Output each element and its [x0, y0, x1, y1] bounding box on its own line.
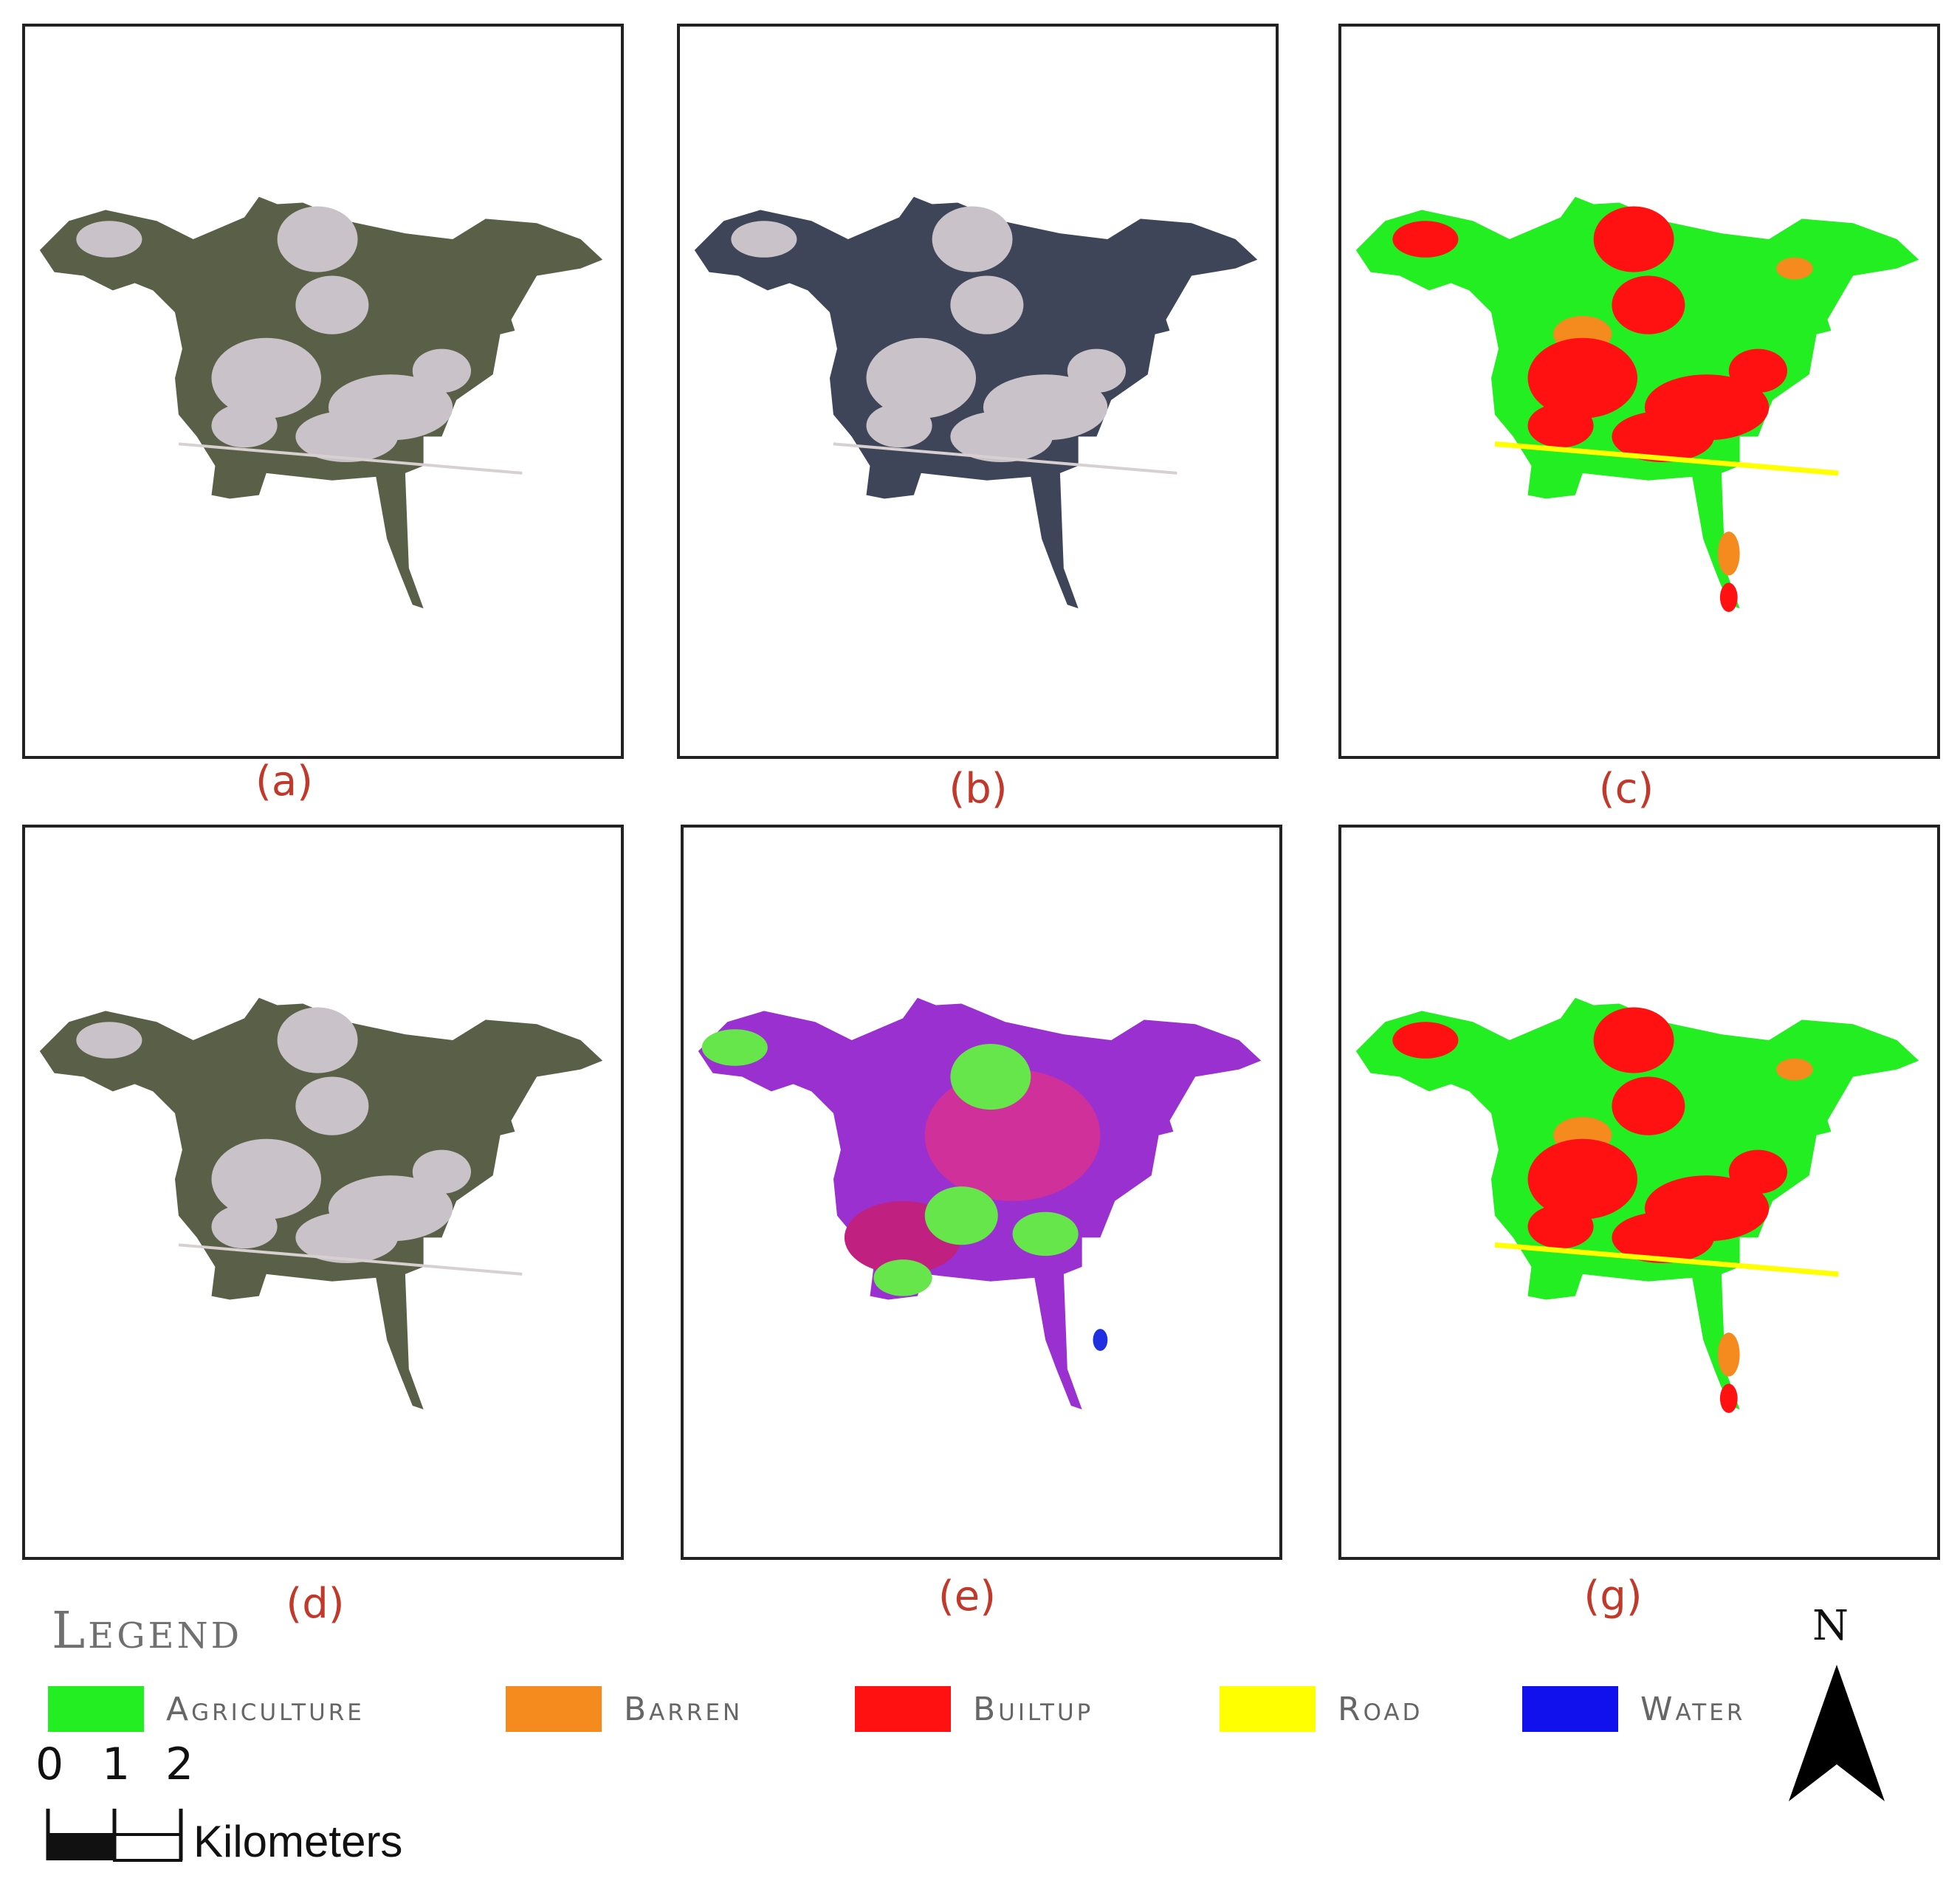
builtup-area	[1728, 1149, 1788, 1194]
road-line	[178, 1243, 523, 1276]
builtup-area	[1612, 275, 1685, 334]
vegetation-highlight	[1012, 1211, 1079, 1256]
north-label: N	[1812, 1602, 1849, 1650]
road-line	[178, 442, 523, 475]
legend-label-builtup: Builtup	[973, 1690, 1094, 1728]
city-boundary	[39, 997, 603, 1410]
city-boundary	[39, 196, 603, 609]
vegetation-highlight	[701, 1029, 768, 1066]
builtup-area	[1527, 403, 1594, 448]
legend-item-agriculture: Agriculture	[48, 1683, 365, 1735]
map-e-svg	[698, 997, 1262, 1410]
builtup-area	[1392, 1022, 1459, 1059]
urban-area	[76, 221, 142, 258]
urban-area	[731, 221, 797, 258]
map-panel-g	[1338, 825, 1940, 1560]
legend-swatch-builtup	[855, 1686, 951, 1732]
legend-swatch-agriculture	[48, 1686, 144, 1732]
map-panel-a	[22, 24, 624, 759]
urban-area	[295, 275, 369, 334]
vegetation-highlight	[950, 1043, 1031, 1110]
urban-area	[211, 337, 322, 419]
road-line	[1494, 441, 1839, 476]
builtup-area	[1527, 1204, 1594, 1249]
legend-label-road: Road	[1338, 1690, 1423, 1728]
panel-label-e: (e)	[938, 1572, 997, 1620]
map-c-svg	[1355, 196, 1919, 613]
urban-area	[866, 403, 932, 448]
scale-unit-label: Kilometers	[193, 1817, 403, 1866]
map-b-svg	[694, 196, 1258, 609]
urban-area	[211, 403, 278, 448]
urban-area	[866, 337, 977, 419]
legend-item-road: Road	[1220, 1683, 1423, 1735]
legend-item-builtup: Builtup	[855, 1683, 1093, 1735]
scale-tick-2: 2	[165, 1739, 194, 1790]
legend-label-barren: Barren	[624, 1690, 743, 1728]
urban-area	[211, 1138, 322, 1220]
north-arrow-icon	[1789, 1665, 1885, 1801]
urban-area	[211, 1204, 278, 1249]
map-panel-b	[677, 24, 1279, 759]
legend-item-water: Water	[1522, 1683, 1745, 1735]
map-panel-d	[22, 825, 624, 1560]
water-highlight	[1093, 1329, 1108, 1351]
urban-area	[295, 1076, 369, 1135]
builtup-area	[1719, 1383, 1738, 1414]
agriculture-area	[1355, 196, 1919, 609]
agriculture-area	[1355, 997, 1919, 1410]
map-panel-e	[681, 825, 1282, 1560]
barren-area	[1717, 1333, 1740, 1377]
builtup-area	[1593, 1007, 1674, 1073]
builtup-area	[1392, 221, 1459, 258]
map-g-svg	[1355, 997, 1919, 1414]
legend-swatch-water	[1522, 1686, 1618, 1732]
urban-area	[295, 1211, 398, 1264]
builtup-area	[1593, 206, 1674, 272]
urban-area	[277, 206, 358, 272]
legend-swatch-barren	[506, 1686, 602, 1732]
barren-area	[1776, 1058, 1813, 1081]
barren-area	[1717, 532, 1740, 576]
panel-label-d: (d)	[286, 1580, 345, 1628]
urban-area	[932, 206, 1013, 272]
vegetation-highlight	[873, 1259, 932, 1296]
barren-area	[1776, 257, 1813, 280]
map-a-svg	[39, 196, 603, 609]
builtup-area	[1612, 410, 1714, 463]
urban-area	[295, 410, 398, 463]
legend-title: Legend	[52, 1602, 243, 1660]
builtup-area	[1612, 1076, 1685, 1135]
scale-tick-1: 1	[102, 1739, 131, 1790]
map-panel-c	[1338, 24, 1940, 759]
urban-area	[1067, 348, 1127, 393]
builtup-area	[1527, 1138, 1638, 1220]
panel-label-c: (c)	[1598, 765, 1654, 813]
road-line	[833, 442, 1177, 475]
legend-label-water: Water	[1640, 1690, 1746, 1728]
urban-area	[277, 1007, 358, 1073]
road-line	[1494, 1242, 1839, 1277]
builtup-area	[1527, 337, 1638, 419]
scale-bar	[46, 1809, 183, 1862]
builtup-area	[1719, 582, 1738, 613]
legend-swatch-road	[1220, 1686, 1316, 1732]
scale-tick-0: 0	[35, 1739, 64, 1790]
urban-area	[412, 348, 472, 393]
city-boundary	[694, 196, 1258, 609]
urban-area	[76, 1022, 142, 1059]
builtup-area	[1728, 348, 1788, 393]
panel-label-g: (g)	[1584, 1572, 1643, 1620]
urban-area	[950, 410, 1053, 463]
builtup-area	[1612, 1211, 1714, 1264]
panel-label-a: (a)	[255, 757, 313, 805]
map-d-svg	[39, 997, 603, 1410]
legend-item-barren: Barren	[506, 1683, 743, 1735]
urban-area	[950, 275, 1024, 334]
urban-area	[412, 1149, 472, 1194]
legend-label-agriculture: Agriculture	[166, 1690, 365, 1728]
vegetation-highlight	[924, 1186, 998, 1245]
panel-label-b: (b)	[949, 765, 1008, 813]
